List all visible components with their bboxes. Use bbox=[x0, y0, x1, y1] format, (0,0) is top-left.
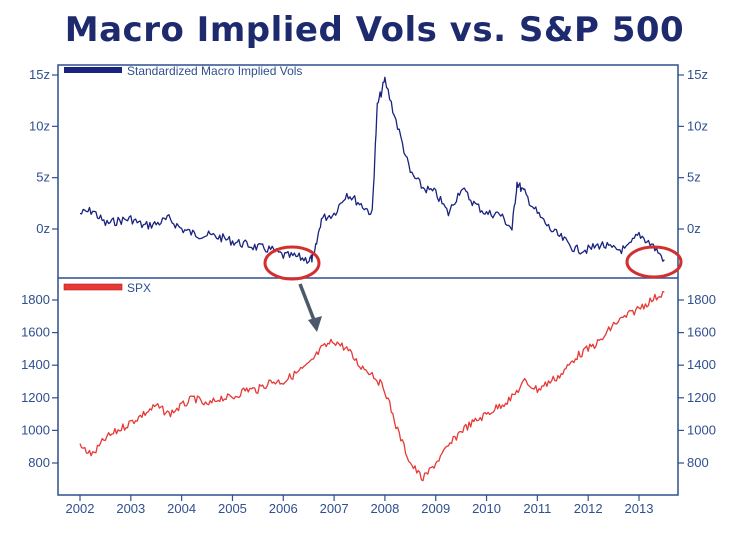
chart-title: Macro Implied Vols vs. S&P 500 bbox=[64, 10, 685, 50]
x-tick-label-2009: 2009 bbox=[421, 501, 450, 516]
x-tick-label-2004: 2004 bbox=[167, 501, 196, 516]
bottom-ytick-label-left-1000: 1000 bbox=[21, 422, 50, 437]
annotation-arrow-shaft bbox=[298, 283, 316, 321]
x-tick-label-2006: 2006 bbox=[269, 501, 298, 516]
spx-series-line bbox=[79, 291, 665, 482]
bottom-ytick-label-right-1600: 1600 bbox=[687, 325, 716, 340]
plot-frame bbox=[57, 64, 679, 496]
bottom-ytick-label-right-1800: 1800 bbox=[687, 292, 716, 307]
bottom-ytick-label-right-1400: 1400 bbox=[687, 357, 716, 372]
top-ytick-label-right-0: 0z bbox=[687, 221, 701, 236]
bottom-ytick-label-right-800: 800 bbox=[687, 455, 709, 470]
top-ytick-label-right-10: 10z bbox=[687, 118, 708, 133]
top-ytick-label-left-10: 10z bbox=[29, 118, 50, 133]
bottom-ytick-label-left-1800: 1800 bbox=[21, 292, 50, 307]
x-tick-label-2002: 2002 bbox=[66, 501, 95, 516]
x-tick-label-2005: 2005 bbox=[218, 501, 247, 516]
x-tick-label-2008: 2008 bbox=[370, 501, 399, 516]
annotation-circle-2006 bbox=[263, 245, 321, 281]
annotation-layer bbox=[263, 245, 683, 332]
x-tick-label-2012: 2012 bbox=[574, 501, 603, 516]
bottom-ytick-label-right-1200: 1200 bbox=[687, 390, 716, 405]
x-tick-label-2003: 2003 bbox=[116, 501, 145, 516]
annotation-circle-2013 bbox=[625, 245, 683, 279]
x-tick-label-2011: 2011 bbox=[523, 501, 551, 516]
top-ytick-label-right-5: 5z bbox=[687, 170, 701, 185]
top-ytick-label-left-15: 15z bbox=[29, 67, 50, 82]
series-layer bbox=[79, 76, 665, 482]
x-tick-label-2013: 2013 bbox=[625, 501, 654, 516]
legend-swatch-vols bbox=[64, 67, 122, 73]
bottom-ytick-label-left-1400: 1400 bbox=[21, 357, 50, 372]
x-tick-label-2010: 2010 bbox=[472, 501, 501, 516]
bottom-ytick-label-left-1200: 1200 bbox=[21, 390, 50, 405]
legend-label-vols: Standardized Macro Implied Vols bbox=[127, 64, 302, 78]
legend-label-spx: SPX bbox=[127, 281, 151, 295]
bottom-ytick-label-left-1600: 1600 bbox=[21, 325, 50, 340]
top-ytick-label-right-15: 15z bbox=[687, 67, 708, 82]
top-ytick-label-left-5: 5z bbox=[36, 170, 50, 185]
bottom-ytick-label-left-800: 800 bbox=[28, 455, 50, 470]
bottom-ytick-label-right-1000: 1000 bbox=[687, 422, 716, 437]
ticks-layer: 2002 2003 2004 2005 2006 2007 2008 2009 2010 2011… bbox=[21, 67, 716, 516]
vol-series-line bbox=[79, 76, 665, 264]
x-tick-label-2007: 2007 bbox=[320, 501, 349, 516]
legend-layer: Standardized Macro Implied Vols SPX bbox=[63, 64, 302, 295]
top-ytick-label-left-0: 0z bbox=[36, 221, 50, 236]
annotation-arrow-head bbox=[308, 316, 322, 332]
legend-swatch-spx bbox=[63, 283, 123, 291]
